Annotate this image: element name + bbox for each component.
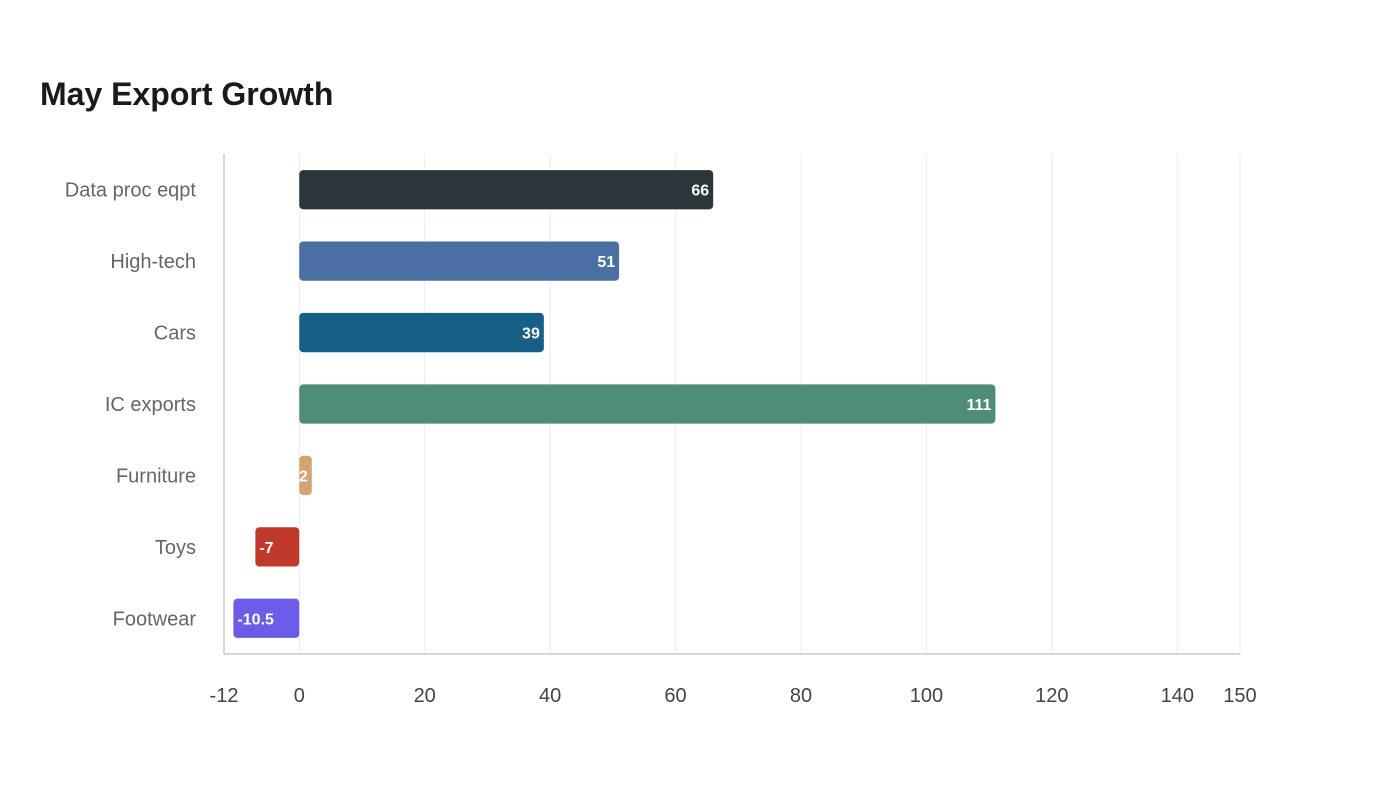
category-label: IC exports	[105, 394, 196, 416]
category-label: Footwear	[113, 608, 197, 630]
x-tick-label: 80	[790, 685, 812, 707]
axes	[223, 154, 1240, 655]
x-tick-label: 120	[1035, 685, 1068, 707]
tick-labels: -12 0 20 40 60 80 100 120 140 150	[210, 685, 1257, 707]
bar	[299, 241, 620, 281]
x-tick-label: 60	[664, 685, 686, 707]
bar	[233, 598, 300, 638]
data-labels: 66 51 39 111 2 -7 -10.5	[237, 183, 991, 629]
data-label: 111	[966, 397, 991, 414]
bars	[233, 170, 996, 638]
category-label: High-tech	[110, 251, 196, 273]
bar	[255, 527, 300, 567]
category-label: Furniture	[116, 465, 196, 487]
bar	[299, 312, 544, 353]
x-tick-label: 100	[910, 685, 943, 707]
bar	[299, 455, 312, 496]
data-label: 39	[522, 326, 540, 343]
category-label: Cars	[154, 323, 196, 345]
data-label: 2	[299, 468, 308, 485]
category-label: Data proc eqpt	[65, 180, 197, 202]
x-tick-label: 40	[539, 685, 561, 707]
chart-title: May Export Growth	[40, 76, 334, 112]
category-labels: Data proc eqpt High-tech Cars IC exports Fur…	[65, 180, 197, 631]
category-label: Toys	[155, 537, 196, 559]
x-tick-label: 20	[414, 685, 436, 707]
data-label: 51	[597, 254, 615, 271]
x-tick-label: 150	[1223, 685, 1256, 707]
bar	[299, 170, 714, 210]
data-label: 66	[691, 183, 709, 200]
x-tick-label: 140	[1161, 685, 1194, 707]
data-label: -7	[259, 540, 273, 557]
data-label: -10.5	[237, 611, 274, 628]
x-tick-label: 0	[294, 685, 305, 707]
bar	[299, 384, 996, 424]
x-tick-label: -12	[210, 685, 239, 707]
